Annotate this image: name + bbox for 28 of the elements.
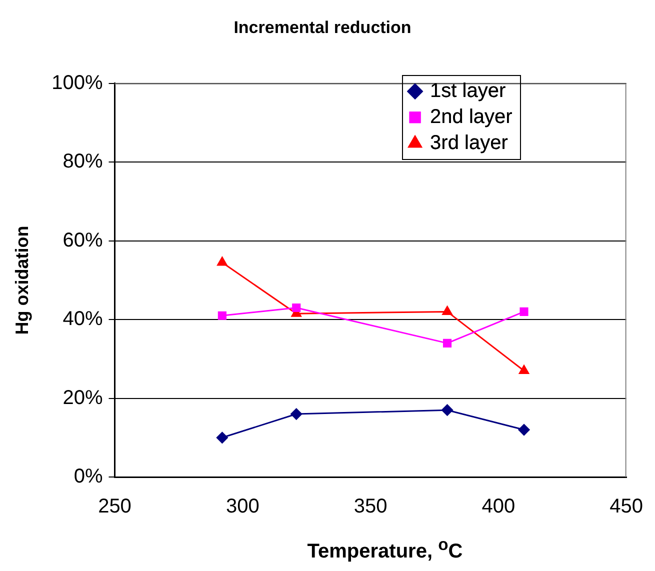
y-tick-label: 20% (62, 386, 103, 409)
y-tick-label: 100% (52, 72, 103, 94)
point (442, 338, 452, 348)
point (442, 404, 454, 416)
chart-title: Incremental reduction (234, 18, 412, 37)
point (518, 424, 530, 436)
legend-label: 1st layer (430, 80, 506, 102)
x-axis-title: Temperature, $^{o}$C (306, 535, 464, 564)
x-tick-label: 350 (354, 496, 388, 518)
legend-label: 2nd layer (430, 106, 513, 128)
point (218, 311, 226, 320)
x-tick-label: 400 (482, 496, 516, 518)
point (290, 408, 302, 420)
point (518, 364, 530, 374)
point (217, 256, 228, 266)
legend-label: 3rd layer (430, 132, 508, 154)
point (216, 432, 228, 444)
x-tick-label: 450 (610, 496, 644, 518)
y-tick-label: 60% (62, 229, 103, 252)
point (292, 303, 301, 312)
y-axis-title: Hg oxidation (12, 226, 32, 335)
point (520, 307, 528, 316)
y-tick-label: 0% (74, 466, 103, 488)
x-tick-label: 250 (98, 496, 132, 518)
y-tick-label: 40% (62, 308, 103, 330)
y-tick-label: 80% (62, 150, 103, 173)
point (442, 306, 452, 315)
x-tick-label: 300 (226, 496, 260, 518)
